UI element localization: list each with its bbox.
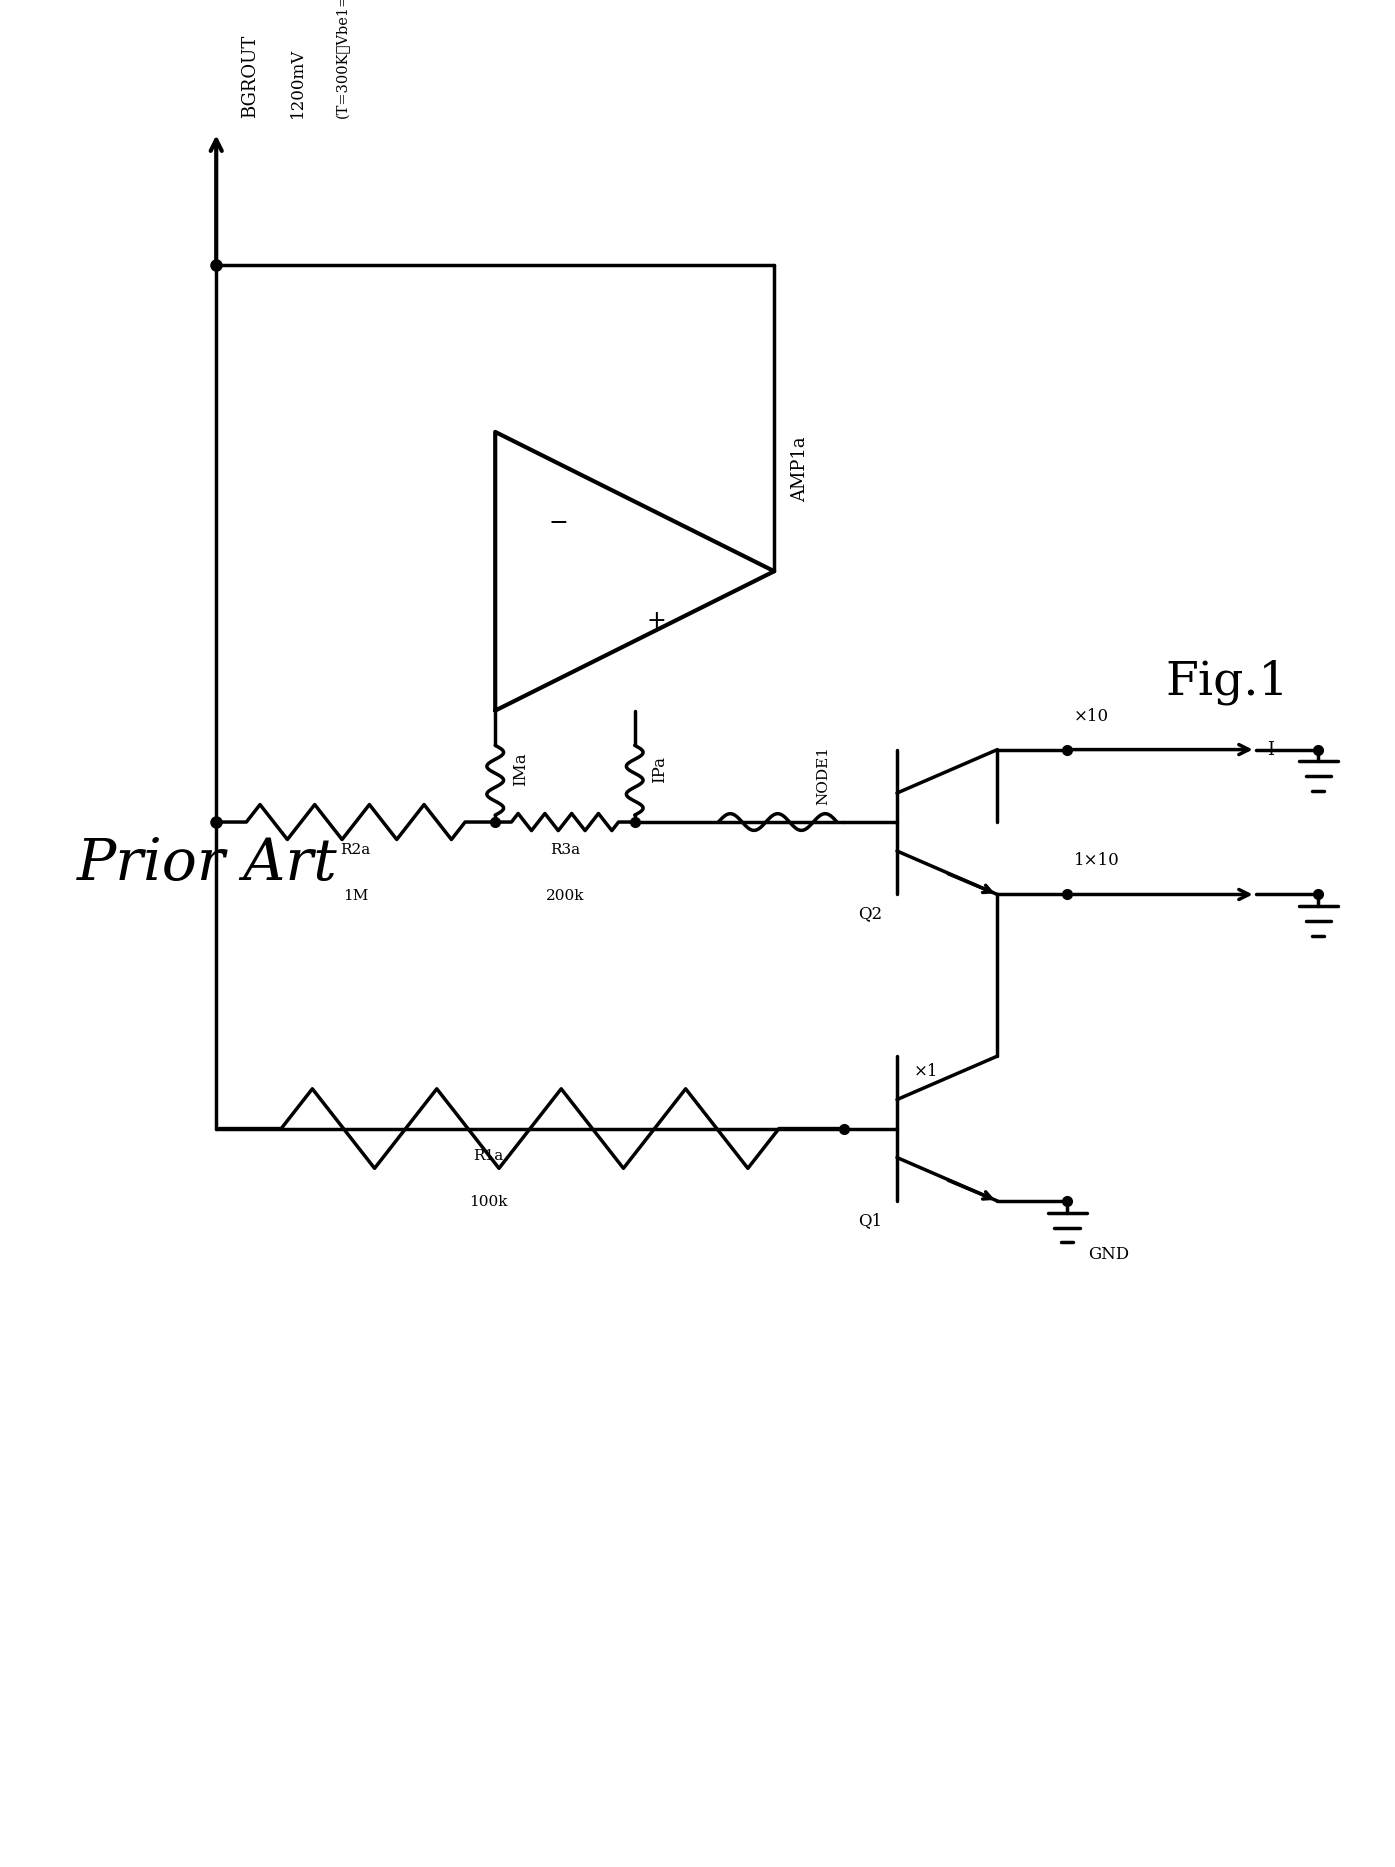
Text: I: I [1267,741,1274,758]
Text: 200k: 200k [545,889,585,904]
Text: ×10: ×10 [1074,708,1109,724]
Text: 100k: 100k [469,1195,508,1210]
Text: R3a: R3a [550,842,580,857]
Text: $-$: $-$ [548,510,568,534]
Text: (T=300K，Vbe1=600mV): (T=300K，Vbe1=600mV) [336,0,350,118]
Text: IPa: IPa [651,756,668,782]
Text: 1×10: 1×10 [1074,853,1120,870]
Text: $+$: $+$ [646,609,665,633]
Text: NODE1: NODE1 [816,747,830,805]
Text: 1200mV: 1200mV [289,49,306,118]
Text: BGROUT: BGROUT [241,35,259,118]
Text: GND: GND [1088,1245,1129,1262]
Text: R1a: R1a [473,1150,504,1163]
Text: AMP1a: AMP1a [791,437,809,502]
Text: Prior Art: Prior Art [77,836,338,892]
Text: ×1: ×1 [914,1062,939,1079]
Text: 1M: 1M [343,889,368,904]
Text: Q1: Q1 [858,1212,882,1228]
Text: R2a: R2a [340,842,371,857]
Text: Q2: Q2 [858,905,882,922]
Text: Fig.1: Fig.1 [1166,659,1289,706]
Text: IMa: IMa [512,752,529,786]
